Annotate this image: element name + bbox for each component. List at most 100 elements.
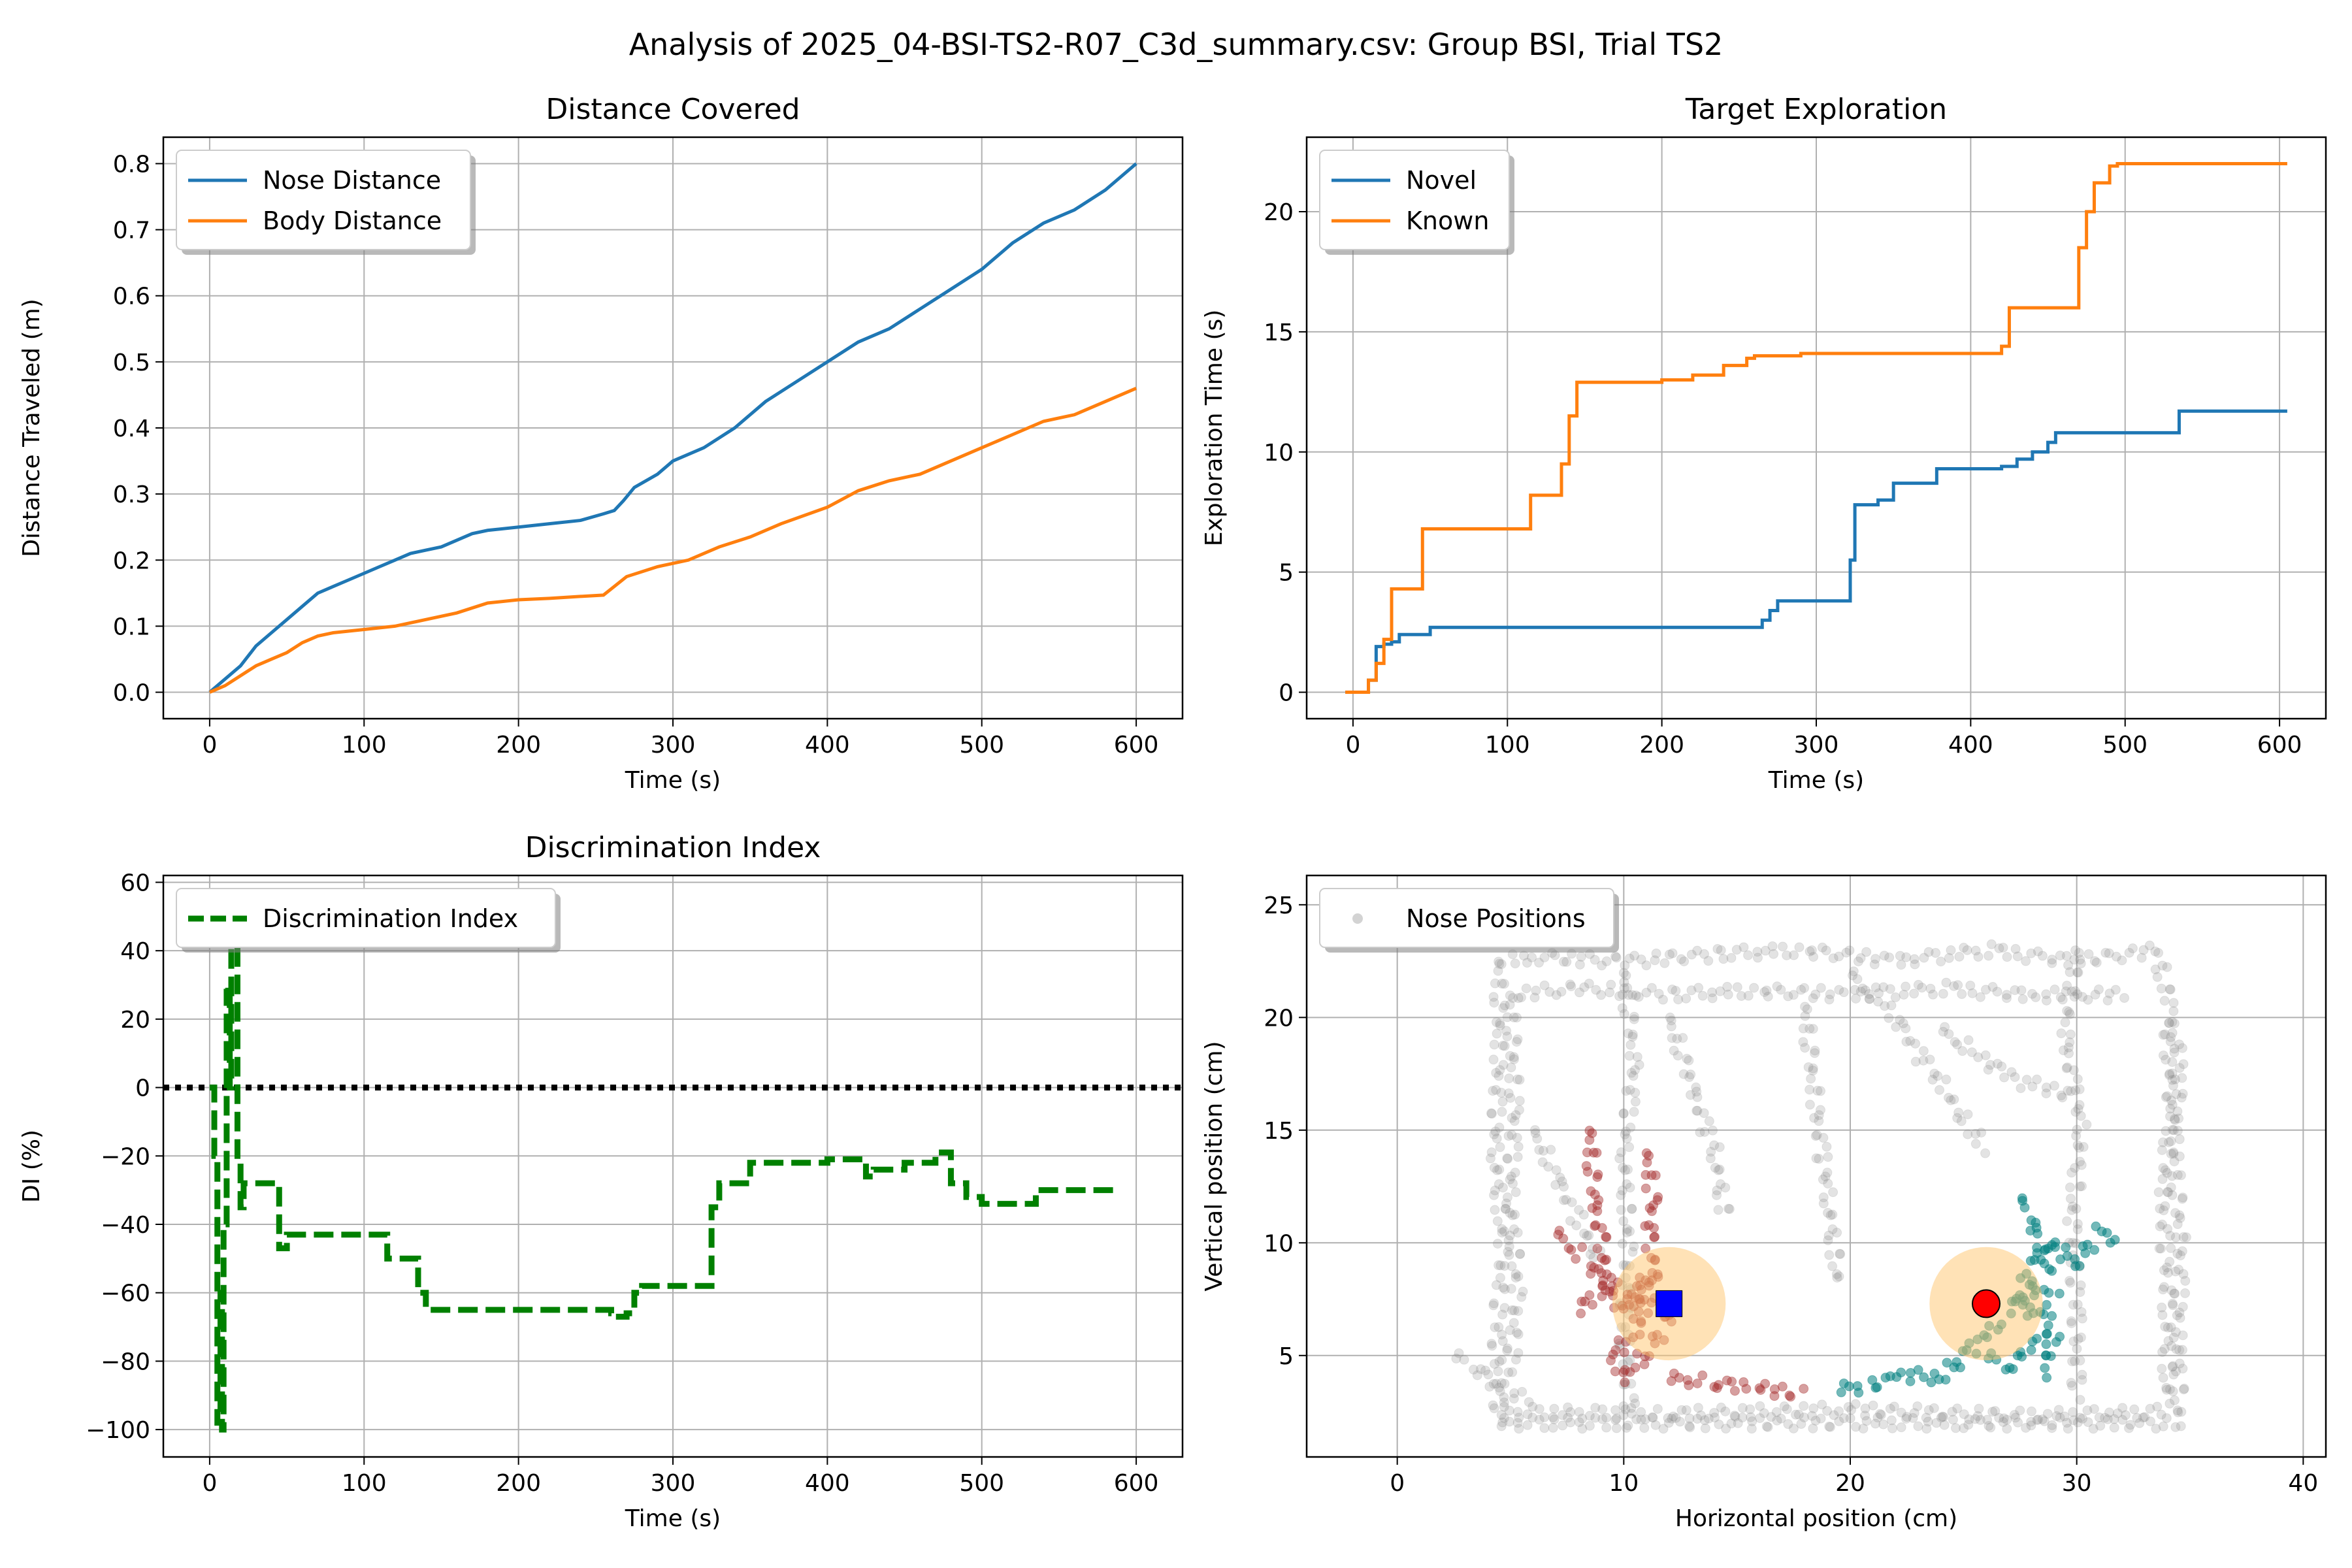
scatter-point	[1495, 1065, 1505, 1075]
scatter-point	[1835, 1249, 1845, 1259]
scatter-point	[1622, 1134, 1632, 1144]
scatter-point	[1705, 1153, 1716, 1164]
scatter-point	[1610, 1414, 1621, 1425]
scatter-point	[1614, 1341, 1625, 1351]
scatter-point	[2074, 1100, 2085, 1110]
scatter-point	[1642, 1157, 1652, 1168]
scatter-point	[1935, 1085, 1945, 1095]
scatter-point	[1492, 1134, 1502, 1144]
scatter-point	[2074, 1143, 2085, 1153]
scatter-point	[1511, 1013, 1522, 1023]
scatter-point	[1782, 950, 1792, 960]
scatter-point	[1674, 1373, 1684, 1383]
scatter-point	[1505, 990, 1515, 1001]
scatter-point	[1942, 1358, 1952, 1368]
scatter-point	[1566, 1245, 1576, 1255]
scatter-point	[1723, 1203, 1734, 1214]
scatter-point	[1502, 1031, 1512, 1041]
scatter-point	[2169, 1395, 2180, 1405]
scatter-point	[1828, 953, 1838, 964]
scatter-point	[1972, 1411, 1983, 1421]
scatter-point	[2013, 1417, 2023, 1428]
scatter-point	[1597, 1223, 1607, 1233]
scatter-point	[1490, 1185, 1500, 1196]
scatter-point	[1620, 1165, 1630, 1175]
scatter-point	[1559, 1195, 1569, 1205]
scatter-point	[1885, 984, 1895, 994]
legend-label: Nose Positions	[1406, 904, 1586, 933]
scatter-point	[1909, 954, 1919, 964]
scatter-point	[1620, 1129, 1630, 1139]
scatter-point	[1739, 1377, 1749, 1387]
legend-di: Discrimination Index	[176, 888, 561, 953]
scatter-point	[1588, 1243, 1598, 1254]
scatter-point	[2157, 1145, 2167, 1155]
scatter-point	[2167, 1075, 2178, 1085]
scatter-point	[1618, 1410, 1629, 1420]
scatter-point	[1606, 1355, 1616, 1365]
scatter-point	[2074, 947, 2084, 958]
scatter-point	[1531, 985, 1541, 996]
scatter-point	[1806, 945, 1817, 956]
scatter-point	[1497, 1107, 1507, 1117]
scatter-point	[2094, 1412, 2104, 1422]
scatter-point	[1822, 1405, 1833, 1416]
scatter-point	[2158, 1373, 2168, 1383]
scatter-point	[2068, 1299, 2078, 1310]
scatter-point	[2044, 1264, 2055, 1275]
scatter-point	[1501, 1198, 1512, 1209]
scatter-point	[1959, 942, 1969, 953]
scatter-point	[2068, 1407, 2078, 1417]
scatter-point	[2037, 951, 2048, 961]
scatter-point	[1699, 1127, 1710, 1137]
scatter-point	[1489, 1190, 1499, 1200]
scatter-point	[2161, 1413, 2172, 1424]
scatter-point	[1505, 1174, 1515, 1184]
y-axis-label: Exploration Time (s)	[1201, 310, 1228, 547]
scatter-point	[1625, 1122, 1636, 1133]
scatter-point	[1579, 982, 1590, 992]
scatter-point	[1493, 966, 1503, 976]
scatter-point	[1857, 983, 1868, 994]
scatter-point	[2164, 1384, 2175, 1394]
scatter-point	[1783, 1419, 1793, 1429]
scatter-point	[2178, 1192, 2188, 1203]
scatter-point	[2177, 1246, 2187, 1256]
x-tick-label: 0	[1345, 732, 1360, 759]
scatter-point	[1693, 983, 1704, 993]
scatter-point	[1509, 1052, 1519, 1062]
scatter-point	[1822, 1168, 1833, 1178]
scatter-point	[1618, 1109, 1629, 1119]
scatter-point	[2163, 1224, 2173, 1234]
scatter-point	[1499, 1226, 1510, 1237]
scatter-point	[1494, 1179, 1504, 1190]
scatter-point	[1511, 1273, 1521, 1283]
scatter-point	[1554, 1226, 1565, 1236]
scatter-point	[2072, 967, 2083, 977]
scatter-point	[1495, 1386, 1505, 1396]
scatter-point	[1624, 1142, 1635, 1152]
scatter-point	[1566, 981, 1576, 992]
scatter-point	[1629, 1014, 1639, 1024]
scatter-point	[1878, 1419, 1889, 1429]
scatter-point	[1938, 988, 1948, 999]
scatter-point	[2064, 1048, 2074, 1058]
scatter-point	[2175, 1213, 2185, 1223]
scatter-point	[2015, 1405, 2025, 1416]
scatter-point	[2180, 1288, 2191, 1298]
scatter-point	[2006, 1067, 2017, 1077]
scatter-point	[2078, 1142, 2089, 1152]
scatter-point	[2088, 1424, 2099, 1434]
scatter-point	[1625, 1367, 1635, 1377]
scatter-point	[1492, 1017, 1502, 1027]
scatter-point	[2065, 1182, 2075, 1192]
legend-label: Discrimination Index	[263, 904, 518, 933]
scatter-point	[2140, 1412, 2150, 1422]
scatter-point	[1810, 1415, 1821, 1426]
scatter-point	[1810, 1048, 1820, 1058]
scatter-point	[2167, 1017, 2178, 1027]
scatter-point	[2066, 1086, 2076, 1096]
scatter-point	[1999, 1072, 2010, 1083]
scatter-point	[2170, 1232, 2181, 1243]
scatter-point	[2102, 1414, 2113, 1424]
